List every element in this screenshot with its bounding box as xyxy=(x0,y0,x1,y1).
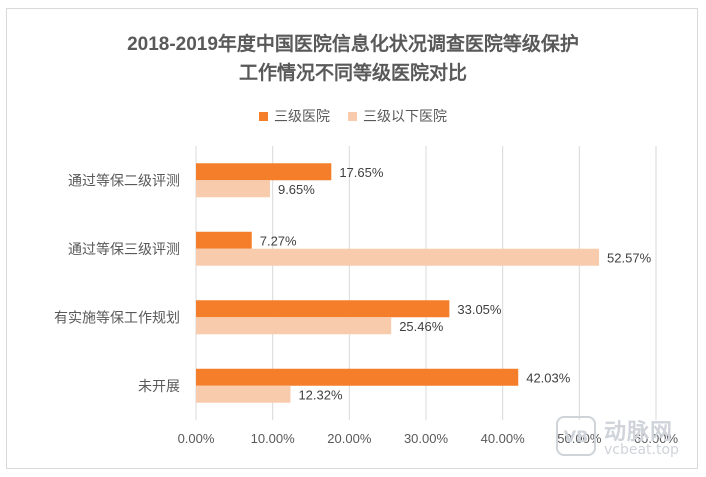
data-label-s1-c3: 12.32% xyxy=(298,387,343,402)
x-tick-label-3: 30.00% xyxy=(404,431,449,446)
legend-swatch-below-tertiary xyxy=(348,111,357,121)
x-tick-label-2: 20.00% xyxy=(327,431,372,446)
x-tick-label-5: 50.00% xyxy=(557,431,602,446)
legend-label-tertiary: 三级医院 xyxy=(274,108,330,124)
legend-item-below-tertiary: 三级以下医院 xyxy=(348,106,447,126)
legend-swatch-tertiary xyxy=(259,111,268,121)
bar-s1-c2 xyxy=(196,317,392,335)
data-label-s0-c3: 42.03% xyxy=(526,370,571,385)
category-label-3: 未开展 xyxy=(138,378,180,394)
data-label-s0-c1: 7.27% xyxy=(260,233,297,248)
legend-label-below-tertiary: 三级以下医院 xyxy=(363,108,447,124)
data-label-s0-c0: 17.65% xyxy=(339,165,384,180)
watermark-name: 动脉网 xyxy=(604,420,674,445)
data-label-s1-c0: 9.65% xyxy=(278,182,315,197)
data-label-s1-c1: 52.57% xyxy=(607,250,652,265)
bar-s0-c2 xyxy=(196,300,450,318)
chart-legend: 三级医院 三级以下医院 xyxy=(0,106,706,126)
bar-s0-c1 xyxy=(196,231,252,249)
watermark: VB 动脉网 vcbeat.top xyxy=(556,412,696,462)
data-label-s1-c2: 25.46% xyxy=(399,319,444,334)
chart-frame xyxy=(6,8,698,469)
x-tick-label-4: 40.00% xyxy=(481,431,526,446)
x-tick-label-6: 60.00% xyxy=(634,431,679,446)
chart-title-line-2: 工作情况不同等级医院对比 xyxy=(238,63,467,84)
watermark-logo-icon: VB xyxy=(556,416,596,456)
bar-s1-c1 xyxy=(196,248,600,266)
bar-s1-c0 xyxy=(196,180,270,198)
bar-s0-c3 xyxy=(196,368,519,386)
category-label-0: 通过等保二级评测 xyxy=(68,172,180,188)
x-tick-label-0: 0.00% xyxy=(178,431,215,446)
data-label-s0-c2: 33.05% xyxy=(457,302,502,317)
category-label-1: 通过等保三级评测 xyxy=(68,241,180,257)
bar-s1-c3 xyxy=(196,385,291,403)
chart-title-line-1: 2018-2019年度中国医院信息化状况调查医院等级保护 xyxy=(127,34,579,55)
chart-title: 2018-2019年度中国医院信息化状况调查医院等级保护 工作情况不同等级医院对… xyxy=(0,30,706,88)
category-label-2: 有实施等保工作规划 xyxy=(54,309,180,325)
watermark-url: vcbeat.top xyxy=(604,442,679,458)
legend-item-tertiary: 三级医院 xyxy=(259,106,330,126)
x-tick-label-1: 10.00% xyxy=(251,431,296,446)
bar-s0-c0 xyxy=(196,163,332,181)
